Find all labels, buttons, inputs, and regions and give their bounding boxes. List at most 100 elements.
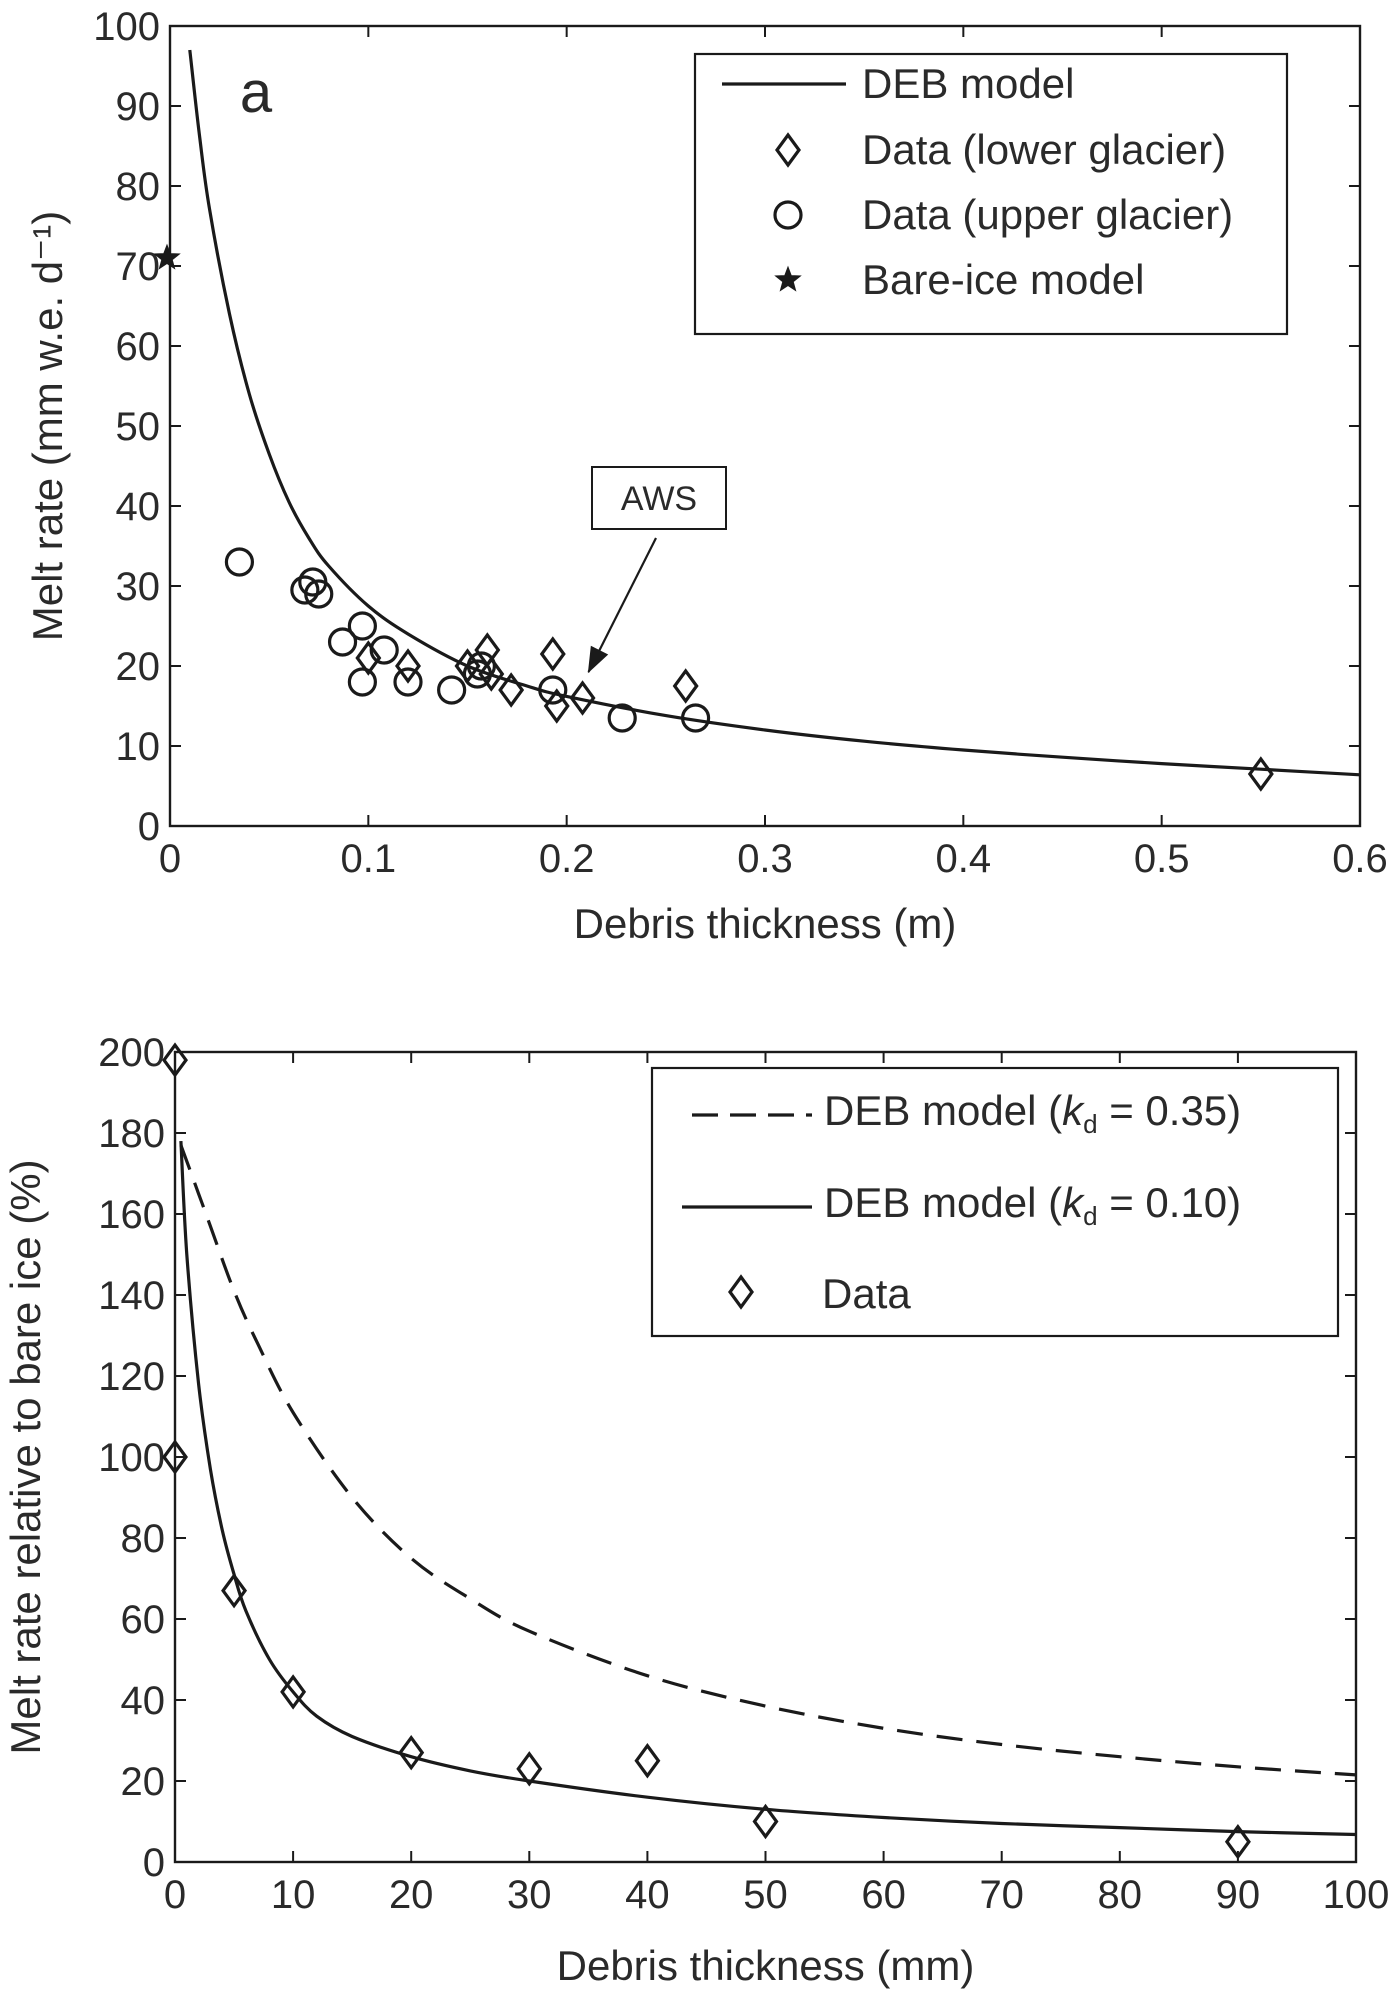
panel-b-y-tick-label: 40 [121, 1679, 166, 1723]
panel-b-y-tick-label: 140 [98, 1274, 165, 1318]
upper-glacier-point [437, 675, 467, 705]
panel-a-y-axis-label: Melt rate (mm w.e. d⁻¹) [24, 211, 71, 642]
upper-glacier-point [369, 635, 399, 665]
panel-b-legend: DEB model (kd = 0.35) DEB model (kd = 0.1… [650, 1066, 1340, 1338]
panel-a-legend-label: Bare-ice model [862, 256, 1144, 303]
panel-b-chart: 0 10 20 30 40 50 60 70 80 90 100 0 20 40 60 80 100 120 140… [2, 1031, 1389, 1989]
lower-glacier-point [672, 668, 699, 704]
panel-b-y-axis-label: Melt rate relative to bare ice (%) [2, 1159, 49, 1754]
panel-a-y-tick-label: 30 [116, 565, 161, 609]
lower-glacier-point [498, 672, 525, 708]
upper-glacier-point [607, 703, 637, 733]
panel-b-legend-label: DEB model (kd = 0.10) [824, 1179, 1241, 1231]
panel-b-x-tick-label: 90 [1216, 1873, 1261, 1917]
panel-b-y-tick-label: 60 [121, 1598, 166, 1642]
panel-b-x-tick-label: 0 [164, 1873, 186, 1917]
panel-b-y-tick-label: 80 [121, 1517, 166, 1561]
panel-a-chart: 0 0.1 0.2 0.3 0.4 0.5 0.6 0 10 20 30 40 50 60 70 80 90 10… [24, 5, 1388, 947]
panel-a-y-tick-label: 0 [138, 805, 160, 849]
upper-glacier-point [538, 675, 568, 705]
panel-b-x-tick-label: 100 [1323, 1873, 1390, 1917]
data-point [221, 1572, 248, 1609]
panel-a-y-tick-label: 60 [116, 325, 161, 369]
panel-b-y-tick-label: 100 [98, 1436, 165, 1480]
panel-b-x-tick-label: 50 [743, 1873, 788, 1917]
panel-letter: a [240, 60, 273, 125]
data-point [634, 1743, 661, 1779]
upper-glacier-point [466, 651, 496, 681]
bare-ice-model-point [153, 243, 181, 270]
panel-a-x-tick-label: 0.6 [1332, 837, 1388, 881]
aws-annotation-box [591, 466, 727, 530]
upper-glacier-point [393, 667, 423, 697]
lower-glacier-point [539, 636, 566, 672]
lower-glacier-point [355, 640, 382, 676]
panel-a-x-tick-label: 0.3 [737, 837, 793, 881]
data-point [162, 1042, 188, 1078]
panel-a-legend-box [693, 52, 1289, 336]
aws-arrow-line [587, 537, 657, 673]
upper-glacier-point [224, 547, 255, 577]
panel-a-legend-label: Data (lower glacier) [862, 126, 1226, 173]
legend-diamond-icon [775, 132, 801, 168]
panel-a-y-tick-label: 90 [116, 85, 161, 129]
upper-glacier-point [347, 611, 377, 641]
panel-a-y-tick-label: 40 [116, 485, 161, 529]
aws-annotation-label: AWS [621, 480, 697, 518]
panel-a-x-tick-label: 0 [159, 837, 181, 881]
panel-b-legend-box [650, 1066, 1340, 1338]
lower-glacier-point [395, 648, 421, 684]
panel-b-legend-label: Data [822, 1270, 911, 1317]
data-point [162, 1439, 188, 1475]
upper-glacier-point [327, 627, 358, 657]
panel-b-y-tick-label: 20 [121, 1760, 166, 1804]
panel-b-x-tick-label: 40 [625, 1873, 670, 1917]
panel-a-x-tick-label: 0.4 [936, 837, 992, 881]
panel-a-y-tick-label: 70 [116, 245, 161, 289]
panel-a-legend: DEB model Data (lower glacier) Data (upper… [693, 52, 1289, 336]
panel-a-x-axis-label: Debris thickness (m) [574, 900, 957, 947]
panel-a-x-tick-label: 0.5 [1134, 837, 1190, 881]
lower-glacier-point [478, 656, 505, 692]
panel-a-y-tick-label: 100 [93, 5, 160, 49]
upper-glacier-point [680, 703, 711, 733]
data-point [280, 1674, 307, 1710]
deb-model-kd035-line [179, 1144, 1357, 1777]
upper-glacier-point [304, 579, 334, 609]
panel-b-x-axis-label: Debris thickness (mm) [557, 1942, 975, 1989]
panel-b-x-tick-label: 60 [861, 1873, 906, 1917]
panel-a-x-tick-label: 0.1 [341, 837, 397, 881]
panel-a-y-tick-label: 20 [116, 645, 161, 689]
upper-glacier-point [290, 575, 320, 605]
panel-b-x-tick-label: 20 [389, 1873, 434, 1917]
panel-b-y-tick-label: 120 [98, 1355, 165, 1399]
panel-b-x-tick-label: 10 [271, 1873, 316, 1917]
panel-a-y-tick-label: 10 [116, 725, 161, 769]
data-point [1224, 1824, 1251, 1860]
legend-circle-icon [773, 200, 803, 230]
panel-b-y-tick-label: 0 [143, 1841, 165, 1885]
panel-b-y-tick-label: 160 [98, 1193, 165, 1237]
panel-b-x-tick-label: 80 [1098, 1873, 1143, 1917]
data-point [516, 1751, 543, 1787]
legend-diamond-icon [728, 1274, 754, 1310]
legend-star-icon [774, 265, 802, 292]
panel-b-legend-label: DEB model (kd = 0.35) [824, 1087, 1241, 1139]
panel-b-x-tick-label: 30 [507, 1873, 552, 1917]
lower-glacier-point [569, 680, 596, 716]
data-point [398, 1734, 425, 1771]
panel-a-y-tick-label: 80 [116, 165, 161, 209]
aws-arrow-head [587, 645, 609, 674]
panel-a-legend-label: Data (upper glacier) [862, 191, 1233, 238]
panel-b-y-tick-label: 200 [98, 1031, 165, 1075]
panel-b-x-tick-label: 70 [979, 1873, 1024, 1917]
panel-a-x-tick-label: 0.2 [539, 837, 595, 881]
deb-model-kd010-line [179, 1141, 1357, 1837]
panel-a-y-tick-label: 50 [116, 405, 161, 449]
panel-b-y-tick-label: 180 [98, 1112, 165, 1156]
data-point [752, 1803, 779, 1840]
upper-glacier-point [347, 667, 377, 697]
lower-glacier-point [1247, 756, 1274, 792]
panel-a-legend-label: DEB model [862, 60, 1074, 107]
